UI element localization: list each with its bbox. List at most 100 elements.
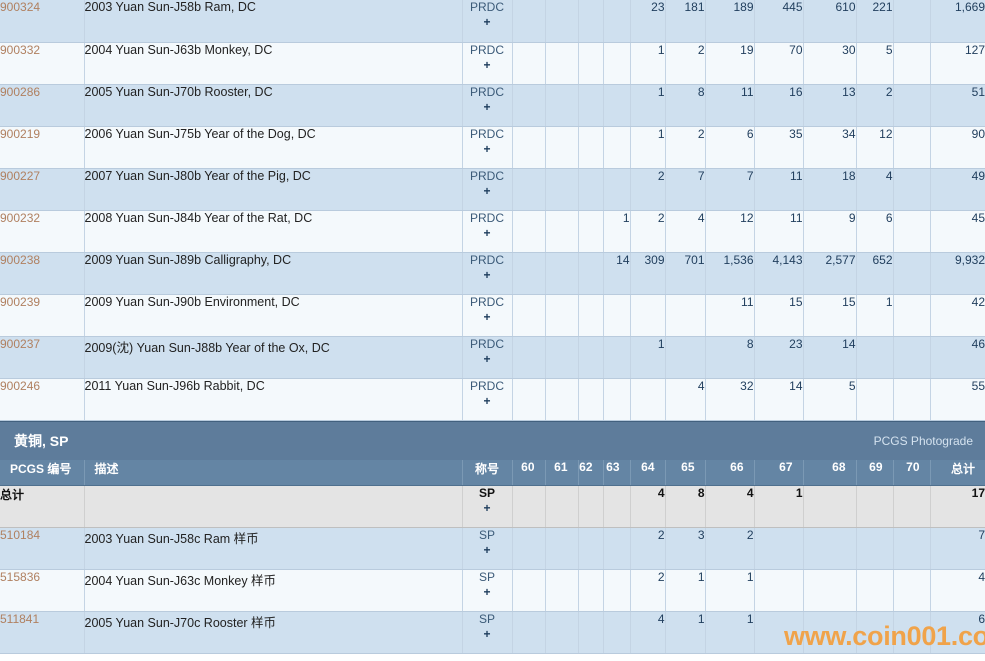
cell-grade-64[interactable]: 2 (630, 569, 666, 612)
cell-pcgs-number[interactable]: 900232 (0, 210, 85, 253)
cell-grade-65[interactable]: 701 (665, 252, 706, 295)
cell-grade-67[interactable]: 16 (754, 84, 804, 127)
cell-grade-66[interactable]: 19 (705, 42, 755, 85)
cell-grade-69 (856, 378, 894, 421)
cell-grade-67[interactable]: 445 (754, 0, 804, 43)
cell-grade-65[interactable]: 7 (665, 168, 706, 211)
cell-grade-66[interactable]: 11 (705, 84, 755, 127)
cell-pcgs-number[interactable]: 900237 (0, 336, 85, 379)
cell-grade-66[interactable]: 12 (705, 210, 755, 253)
cell-grade-67[interactable]: 11 (754, 210, 804, 253)
cell-grade-66[interactable]: 1,536 (705, 252, 755, 295)
cell-grade-66[interactable]: 189 (705, 0, 755, 43)
cell-grade-68[interactable]: 2,577 (803, 252, 857, 295)
plus-designation-icon: + (483, 225, 491, 240)
cell-pcgs-number[interactable]: 515836 (0, 569, 85, 612)
cell-grade-69[interactable]: 12 (856, 126, 894, 169)
cell-grade-65[interactable]: 1 (665, 569, 706, 612)
col-header-total[interactable]: 总计 (930, 459, 985, 486)
col-header-grade-65[interactable]: 65 (665, 459, 706, 486)
cell-grade-67[interactable]: 23 (754, 336, 804, 379)
cell-grade-64[interactable]: 1 (630, 42, 666, 85)
cell-grade-65[interactable]: 1 (665, 611, 706, 654)
cell-pcgs-number[interactable]: 900332 (0, 42, 85, 85)
cell-grade-67[interactable]: 4,143 (754, 252, 804, 295)
cell-pcgs-number[interactable]: 900246 (0, 378, 85, 421)
col-header-grade-68[interactable]: 68 (803, 459, 857, 486)
cell-grade-64[interactable]: 4 (630, 485, 666, 528)
cell-grade-69[interactable]: 2 (856, 84, 894, 127)
cell-grade-65[interactable]: 8 (665, 485, 706, 528)
cell-grade-66[interactable]: 11 (705, 294, 755, 337)
col-header-grade-67[interactable]: 67 (754, 459, 804, 486)
cell-grade-65[interactable]: 4 (665, 378, 706, 421)
cell-pcgs-number[interactable]: 900227 (0, 168, 85, 211)
cell-pcgs-number[interactable]: 900238 (0, 252, 85, 295)
cell-grade-68[interactable]: 610 (803, 0, 857, 43)
cell-grade-67[interactable]: 11 (754, 168, 804, 211)
cell-grade-68[interactable]: 30 (803, 42, 857, 85)
cell-grade-65[interactable]: 8 (665, 84, 706, 127)
cell-grade-69[interactable]: 6 (856, 210, 894, 253)
cell-grade-67[interactable]: 35 (754, 126, 804, 169)
cell-pcgs-number[interactable]: 900219 (0, 126, 85, 169)
col-header-grade-61[interactable]: 61 (545, 459, 579, 486)
cell-grade-66[interactable]: 8 (705, 336, 755, 379)
cell-grade-68[interactable]: 34 (803, 126, 857, 169)
cell-grade-68[interactable]: 5 (803, 378, 857, 421)
cell-grade-66[interactable]: 32 (705, 378, 755, 421)
cell-grade-67[interactable]: 14 (754, 378, 804, 421)
cell-grade-66[interactable]: 7 (705, 168, 755, 211)
cell-grade-65[interactable]: 2 (665, 42, 706, 85)
col-header-grade-66[interactable]: 66 (705, 459, 755, 486)
cell-grade-69[interactable]: 5 (856, 42, 894, 85)
cell-grade-63[interactable]: 1 (603, 210, 631, 253)
cell-grade-67[interactable]: 1 (754, 485, 804, 528)
cell-pcgs-number[interactable]: 900286 (0, 84, 85, 127)
cell-grade-64[interactable]: 2 (630, 210, 666, 253)
cell-grade-63[interactable]: 14 (603, 252, 631, 295)
cell-grade-69[interactable]: 652 (856, 252, 894, 295)
cell-pcgs-number[interactable]: 900324 (0, 0, 85, 43)
cell-grade-68[interactable]: 18 (803, 168, 857, 211)
cell-pcgs-number[interactable]: 510184 (0, 527, 85, 570)
cell-grade-65[interactable]: 3 (665, 527, 706, 570)
cell-grade-64[interactable]: 1 (630, 84, 666, 127)
cell-grade-66[interactable]: 6 (705, 126, 755, 169)
col-header-grade-64[interactable]: 64 (630, 459, 666, 486)
cell-grade-64[interactable]: 1 (630, 126, 666, 169)
cell-grade-68[interactable]: 15 (803, 294, 857, 337)
cell-grade-68[interactable]: 13 (803, 84, 857, 127)
col-header-grade-63[interactable]: 63 (603, 459, 631, 486)
cell-pcgs-number[interactable]: 900239 (0, 294, 85, 337)
cell-grade-64[interactable]: 23 (630, 0, 666, 43)
col-header-grade-60[interactable]: 60 (512, 459, 546, 486)
cell-grade-69[interactable]: 1 (856, 294, 894, 337)
cell-grade-69[interactable]: 221 (856, 0, 894, 43)
cell-grade-67[interactable]: 70 (754, 42, 804, 85)
cell-grade-65[interactable]: 2 (665, 126, 706, 169)
cell-grade-65[interactable]: 4 (665, 210, 706, 253)
cell-grade-64[interactable]: 1 (630, 336, 666, 379)
cell-grade-67[interactable]: 15 (754, 294, 804, 337)
cell-pcgs-number[interactable]: 511841 (0, 611, 85, 654)
cell-grade-69[interactable]: 4 (856, 168, 894, 211)
col-header-pcgs-number[interactable]: PCGS 编号 (0, 459, 85, 486)
cell-grade-68[interactable]: 9 (803, 210, 857, 253)
col-header-grade-70[interactable]: 70 (893, 459, 931, 486)
col-header-grade-62[interactable]: 62 (578, 459, 604, 486)
cell-grade-66[interactable]: 2 (705, 527, 755, 570)
cell-grade-68[interactable]: 14 (803, 336, 857, 379)
cell-grade-65[interactable]: 181 (665, 0, 706, 43)
cell-grade-64[interactable]: 309 (630, 252, 666, 295)
cell-grade-64[interactable]: 2 (630, 527, 666, 570)
col-header-grade-69[interactable]: 69 (856, 459, 894, 486)
cell-grade-66[interactable]: 1 (705, 569, 755, 612)
col-header-designation[interactable]: 称号 (462, 459, 513, 486)
cell-grade-66[interactable]: 1 (705, 611, 755, 654)
pcgs-photograde-label[interactable]: PCGS Photograde (873, 433, 973, 448)
col-header-description[interactable]: 描述 (84, 459, 463, 486)
cell-grade-66[interactable]: 4 (705, 485, 755, 528)
cell-grade-64[interactable]: 2 (630, 168, 666, 211)
cell-grade-64[interactable]: 4 (630, 611, 666, 654)
